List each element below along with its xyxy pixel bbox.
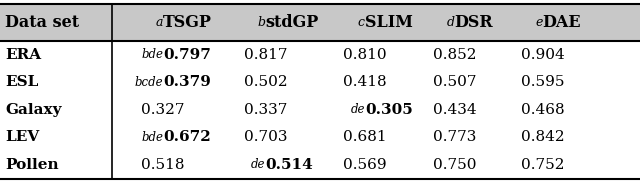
Text: 0.507: 0.507 bbox=[433, 75, 476, 89]
Text: 0.904: 0.904 bbox=[520, 48, 564, 62]
Text: ESL: ESL bbox=[5, 75, 38, 89]
Text: b: b bbox=[258, 16, 266, 29]
Text: 0.852: 0.852 bbox=[433, 48, 476, 62]
Text: Pollen: Pollen bbox=[5, 158, 59, 172]
Text: 0.502: 0.502 bbox=[244, 75, 287, 89]
Text: 0.672: 0.672 bbox=[163, 130, 211, 144]
Text: stdGP: stdGP bbox=[266, 14, 319, 31]
Text: 0.681: 0.681 bbox=[343, 130, 387, 144]
Text: 0.703: 0.703 bbox=[244, 130, 287, 144]
Text: 0.752: 0.752 bbox=[521, 158, 564, 172]
Text: 0.434: 0.434 bbox=[433, 103, 476, 117]
Text: ERA: ERA bbox=[5, 48, 41, 62]
Text: de: de bbox=[350, 103, 365, 116]
Text: 0.518: 0.518 bbox=[141, 158, 185, 172]
Text: 0.418: 0.418 bbox=[343, 75, 387, 89]
Text: 0.514: 0.514 bbox=[266, 158, 314, 172]
Text: 0.569: 0.569 bbox=[343, 158, 387, 172]
Text: Galaxy: Galaxy bbox=[5, 103, 61, 117]
Text: 0.817: 0.817 bbox=[244, 48, 287, 62]
Text: 0.773: 0.773 bbox=[433, 130, 476, 144]
Text: e: e bbox=[535, 16, 543, 29]
Text: d: d bbox=[447, 16, 454, 29]
Text: c: c bbox=[358, 16, 365, 29]
Text: 0.797: 0.797 bbox=[163, 48, 211, 62]
Text: 0.379: 0.379 bbox=[163, 75, 211, 89]
Text: 0.327: 0.327 bbox=[141, 103, 185, 117]
Text: LEV: LEV bbox=[5, 130, 40, 144]
Text: 0.595: 0.595 bbox=[521, 75, 564, 89]
Text: bde: bde bbox=[141, 131, 163, 144]
Text: 0.305: 0.305 bbox=[365, 103, 413, 117]
Text: bde: bde bbox=[141, 48, 163, 61]
Text: 0.750: 0.750 bbox=[433, 158, 476, 172]
Text: a: a bbox=[156, 16, 163, 29]
Text: 0.337: 0.337 bbox=[244, 103, 287, 117]
Text: de: de bbox=[251, 158, 266, 171]
Text: TSGP: TSGP bbox=[163, 14, 212, 31]
Text: 0.810: 0.810 bbox=[343, 48, 387, 62]
Text: Data set: Data set bbox=[5, 14, 79, 31]
Text: SLIM: SLIM bbox=[365, 14, 413, 31]
Text: 0.468: 0.468 bbox=[520, 103, 564, 117]
Text: DAE: DAE bbox=[543, 14, 581, 31]
Text: bcde: bcde bbox=[134, 76, 163, 89]
Bar bbox=[0, 4, 640, 41]
Text: 0.842: 0.842 bbox=[520, 130, 564, 144]
Text: DSR: DSR bbox=[454, 14, 493, 31]
